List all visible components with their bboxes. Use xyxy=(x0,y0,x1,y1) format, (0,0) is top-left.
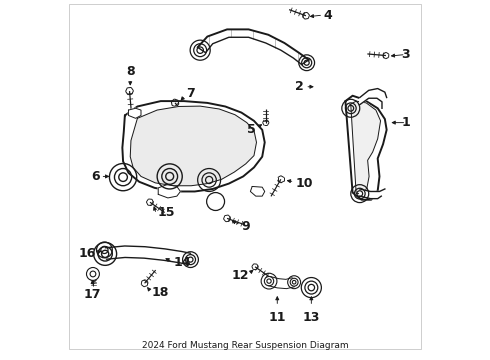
Text: 2024 Ford Mustang Rear Suspension Diagram: 2024 Ford Mustang Rear Suspension Diagra… xyxy=(142,341,348,350)
Text: 11: 11 xyxy=(269,311,286,324)
Polygon shape xyxy=(105,246,191,265)
Text: 7: 7 xyxy=(186,87,195,100)
Polygon shape xyxy=(197,30,309,64)
Polygon shape xyxy=(250,186,265,196)
Circle shape xyxy=(97,242,112,258)
Text: 16: 16 xyxy=(79,247,96,260)
Polygon shape xyxy=(128,108,141,118)
Text: 10: 10 xyxy=(295,177,313,190)
Circle shape xyxy=(87,267,99,280)
Text: 6: 6 xyxy=(91,170,100,183)
Text: 15: 15 xyxy=(157,206,174,219)
Text: 1: 1 xyxy=(401,116,410,129)
Polygon shape xyxy=(130,106,256,186)
Text: 5: 5 xyxy=(247,123,256,136)
Polygon shape xyxy=(158,184,180,198)
Text: 3: 3 xyxy=(401,48,410,61)
Polygon shape xyxy=(360,89,387,108)
Text: 9: 9 xyxy=(242,220,250,233)
Text: 13: 13 xyxy=(303,311,320,324)
Text: 4: 4 xyxy=(324,9,333,22)
Polygon shape xyxy=(345,96,387,200)
Polygon shape xyxy=(360,189,385,199)
Polygon shape xyxy=(268,276,294,289)
Text: 12: 12 xyxy=(231,269,248,282)
Polygon shape xyxy=(122,101,265,192)
Polygon shape xyxy=(350,101,381,194)
Text: 17: 17 xyxy=(84,288,101,301)
Text: 8: 8 xyxy=(126,65,135,78)
Text: 14: 14 xyxy=(173,256,191,269)
Text: 18: 18 xyxy=(152,287,169,300)
Text: 2: 2 xyxy=(295,80,304,93)
